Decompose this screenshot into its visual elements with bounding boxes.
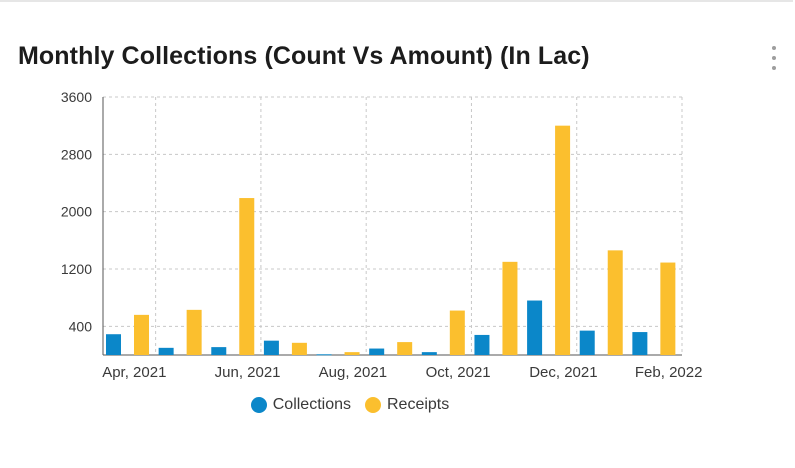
x-tick-label: Apr, 2021 <box>102 364 166 381</box>
bar-receipts-0 <box>134 314 149 355</box>
bar-collections-7 <box>474 334 490 355</box>
chart-legend: Collections Receipts <box>0 396 700 414</box>
bar-collections-2 <box>211 347 227 355</box>
bar-receipts-6 <box>449 310 465 355</box>
legend-swatch-receipts <box>365 397 381 413</box>
bar-receipts-8 <box>555 125 571 356</box>
bar-collections-10 <box>632 332 648 355</box>
bar-collections-3 <box>263 340 279 355</box>
bar-receipts-2 <box>239 198 255 355</box>
bar-collections-4 <box>316 354 332 356</box>
bar-receipts-3 <box>291 342 307 355</box>
bar-collections-1 <box>158 347 174 355</box>
bar-receipts-4 <box>344 352 360 355</box>
bar-collections-0 <box>106 334 121 355</box>
y-tick-label: 2000 <box>61 204 92 220</box>
bar-receipts-5 <box>397 342 413 355</box>
legend-item-collections[interactable]: Collections <box>250 396 351 414</box>
y-tick-label: 3600 <box>61 89 92 105</box>
x-tick-label: Oct, 2021 <box>426 364 491 381</box>
x-tick-label: Jun, 2021 <box>215 364 281 381</box>
legend-item-receipts[interactable]: Receipts <box>365 396 449 414</box>
bar-receipts-7 <box>502 261 518 355</box>
bar-collections-8 <box>527 300 543 355</box>
bar-receipts-1 <box>186 309 202 355</box>
x-tick-label: Dec, 2021 <box>529 364 597 381</box>
bar-collections-5 <box>369 348 385 355</box>
bar-receipts-9 <box>607 250 623 355</box>
y-tick-label: 2800 <box>61 146 92 162</box>
chart-title: Monthly Collections (Count Vs Amount) (I… <box>18 42 590 70</box>
x-tick-label: Aug, 2021 <box>319 364 387 381</box>
legend-label-receipts: Receipts <box>387 396 450 413</box>
y-tick-label: 400 <box>69 318 93 334</box>
legend-label-collections: Collections <box>272 396 351 413</box>
more-vertical-icon[interactable] <box>764 46 784 70</box>
bar-collections-6 <box>421 352 437 355</box>
legend-swatch-collections <box>250 397 267 413</box>
x-tick-label: Feb, 2022 <box>635 364 703 381</box>
bar-collections-9 <box>579 330 595 355</box>
bar-receipts-10 <box>660 262 676 355</box>
y-tick-label: 1200 <box>61 261 92 277</box>
